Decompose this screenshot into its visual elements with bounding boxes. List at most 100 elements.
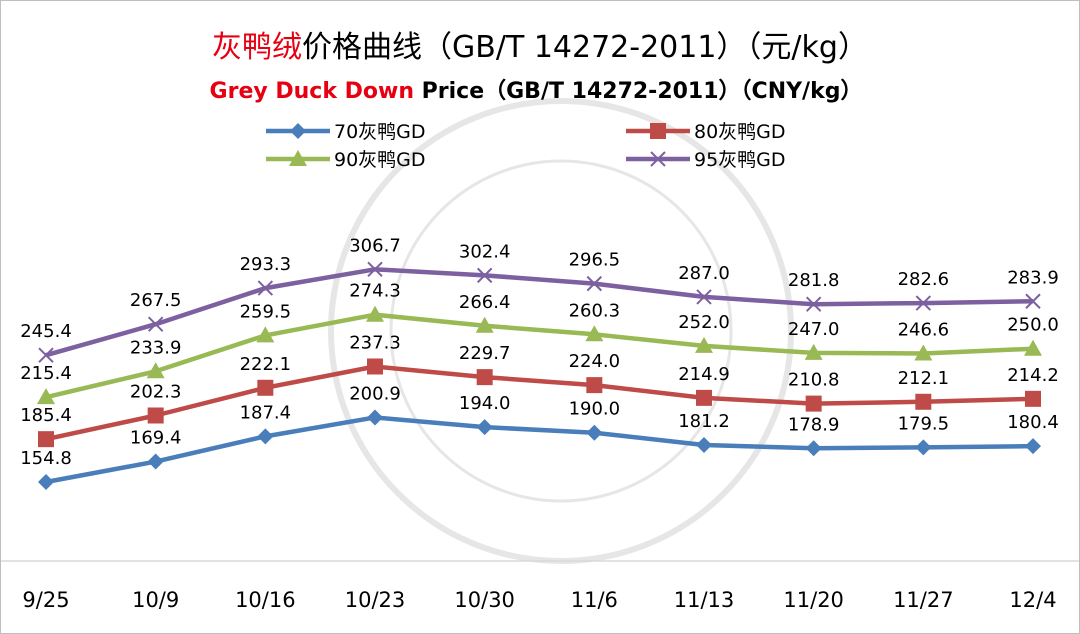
data-point-marker	[367, 409, 383, 426]
data-label: 154.8	[20, 448, 72, 469]
chart-legend: 70灰鸭GD 80灰鸭GD 90灰鸭GD 95灰鸭GD	[266, 121, 786, 171]
legend-marker	[650, 123, 666, 139]
data-label: 233.9	[130, 337, 182, 358]
series-line	[45, 415, 1034, 485]
data-label: 194.0	[459, 393, 511, 414]
data-point-marker	[366, 305, 384, 322]
data-point-marker	[476, 369, 493, 386]
data-label: 259.5	[240, 301, 292, 322]
series-4: 245.4 267.5 293.3 306.7 302.4 296.5 287.0 281.8…	[20, 235, 1059, 363]
legend-marker	[650, 151, 666, 167]
data-point-marker	[256, 326, 275, 343]
data-label: 180.4	[1007, 412, 1059, 433]
data-point-marker	[586, 275, 603, 292]
legend-label: 70灰鸭GD	[334, 121, 426, 143]
x-tick-label: 10/9	[132, 588, 179, 612]
data-label: 296.5	[569, 250, 621, 271]
data-label: 224.0	[569, 351, 621, 372]
legend-marker	[289, 150, 307, 166]
chart-subtitle-rest: Price（GB/T 14272-2011）（CNY/kg）	[414, 79, 862, 104]
data-point-marker	[475, 316, 494, 333]
data-point-marker	[696, 289, 712, 305]
data-label: 202.3	[130, 382, 182, 403]
data-label: 190.0	[569, 399, 621, 420]
data-label: 246.6	[898, 319, 950, 340]
data-label: 302.4	[459, 241, 511, 262]
x-tick-label: 11/13	[674, 588, 735, 612]
chart-title-highlight: 灰鸭绒	[212, 30, 302, 65]
data-label: 306.7	[349, 235, 401, 256]
data-point-marker	[1025, 293, 1041, 309]
data-label: 287.0	[678, 263, 730, 284]
data-label: 187.4	[240, 402, 292, 423]
x-axis-tick-labels: 9/25 10/9 10/16 10/23 10/30 11/6 11/13 11/20 11/…	[22, 588, 1056, 612]
data-point-marker	[38, 347, 54, 363]
legend-label: 80灰鸭GD	[694, 121, 786, 143]
series-line	[45, 267, 1034, 358]
data-point-marker	[1024, 339, 1042, 356]
data-label: 274.3	[349, 281, 401, 302]
data-point-marker	[915, 439, 932, 456]
legend-label: 95灰鸭GD	[694, 149, 786, 171]
data-label: 214.9	[678, 364, 730, 385]
data-label: 200.9	[349, 383, 401, 404]
data-point-marker	[367, 261, 383, 278]
data-label: 245.4	[20, 321, 72, 342]
data-label: 215.4	[20, 363, 72, 384]
data-point-marker	[1025, 390, 1041, 407]
data-point-marker	[257, 428, 274, 445]
legend-entry: 90灰鸭GD	[266, 149, 426, 171]
legend-entry: 80灰鸭GD	[626, 121, 786, 143]
chart-subtitle-highlight: Grey Duck Down	[210, 79, 414, 104]
data-point-marker	[695, 336, 713, 353]
data-point-marker	[804, 343, 823, 360]
data-label: 252.0	[678, 312, 730, 333]
chart-subtitle: Grey Duck Down Price（GB/T 14272-2011）（CN…	[210, 79, 863, 104]
series-3: 215.4 233.9 259.5 274.3 266.4 260.3 252.0 247.0…	[20, 281, 1059, 405]
data-point-marker	[805, 395, 822, 412]
data-label: 282.6	[898, 269, 950, 290]
data-label: 250.0	[1007, 315, 1059, 336]
legend-marker	[290, 123, 306, 139]
data-label: 181.2	[678, 411, 730, 432]
data-point-marker	[367, 358, 383, 375]
data-label: 247.0	[788, 319, 840, 340]
data-point-marker	[146, 362, 165, 379]
data-label: 237.3	[349, 333, 401, 354]
data-label: 266.4	[459, 292, 511, 313]
x-tick-label: 11/6	[571, 588, 618, 612]
data-point-marker	[257, 280, 274, 296]
x-tick-label: 10/16	[235, 588, 296, 612]
data-point-marker	[1025, 438, 1041, 455]
data-point-marker	[585, 325, 604, 342]
data-point-marker	[147, 453, 164, 470]
data-point-marker	[915, 393, 932, 410]
x-tick-label: 12/4	[1009, 588, 1056, 612]
x-tick-label: 9/25	[22, 588, 69, 612]
series-1: 154.8 169.4 187.4 200.9 194.0 190.0 181.2 178.9…	[20, 383, 1059, 490]
x-tick-label: 10/30	[454, 588, 515, 612]
data-label: 229.7	[459, 343, 511, 364]
data-point-marker	[476, 267, 493, 284]
data-point-marker	[586, 424, 603, 441]
data-label: 214.2	[1007, 365, 1059, 386]
data-label: 185.4	[20, 405, 72, 426]
data-label: 281.8	[788, 270, 840, 291]
chart-plot-area: 154.8 169.4 187.4 200.9 194.0 190.0 181.2 178.9…	[20, 235, 1059, 490]
data-point-marker	[147, 407, 164, 424]
chart-title-rest: 价格曲线（GB/T 14272-2011）（元/kg）	[302, 30, 868, 65]
data-label: 210.8	[788, 370, 840, 391]
data-point-marker	[696, 389, 712, 406]
legend-entry: 95灰鸭GD	[626, 149, 786, 171]
series-line	[45, 312, 1034, 400]
data-label: 260.3	[569, 300, 621, 321]
chart-title: 灰鸭绒价格曲线（GB/T 14272-2011）（元/kg）	[212, 30, 868, 65]
data-point-marker	[915, 295, 932, 311]
data-point-marker	[476, 419, 493, 436]
data-point-marker	[38, 431, 54, 448]
data-point-marker	[914, 344, 933, 361]
data-label: 267.5	[130, 290, 182, 311]
data-label: 222.1	[240, 354, 292, 375]
